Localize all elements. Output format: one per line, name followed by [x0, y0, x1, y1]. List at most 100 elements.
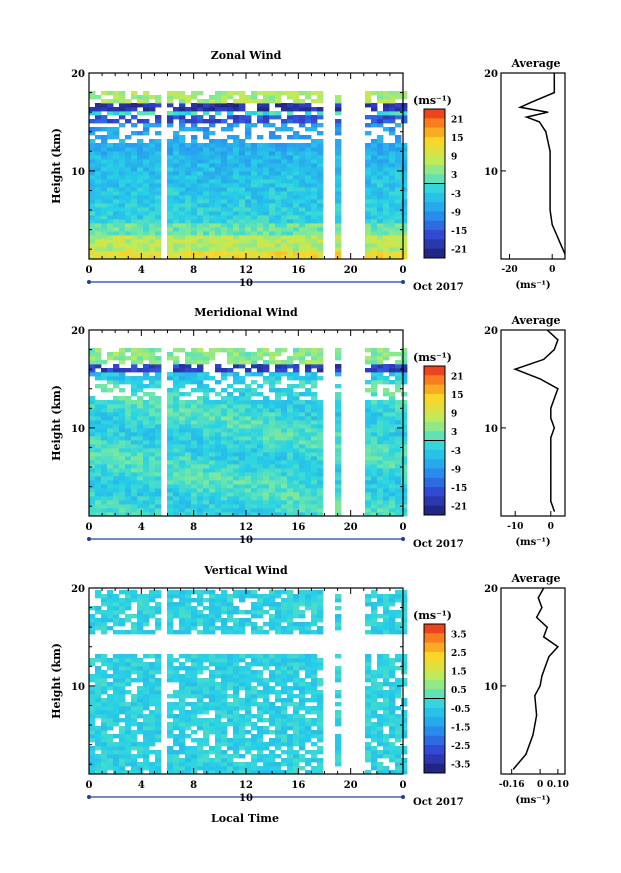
heatmap-cell — [287, 630, 294, 635]
heatmap-cell — [203, 742, 210, 747]
heatmap-cell — [251, 662, 258, 667]
heatmap-cell — [131, 432, 138, 437]
heatmap-cell — [269, 416, 276, 421]
heatmap-cell — [383, 199, 390, 204]
heatmap-cell — [113, 598, 120, 603]
heatmap-cell — [125, 480, 132, 485]
heatmap-cell — [167, 626, 174, 631]
heatmap-cell — [269, 690, 276, 695]
heatmap-cell — [269, 476, 276, 481]
profile-point — [553, 348, 555, 351]
heatmap-cell — [227, 468, 234, 473]
heatmap-cell — [137, 111, 144, 116]
heatmap-cell — [401, 211, 408, 216]
heatmap-cell — [275, 396, 282, 401]
heatmap-cell — [371, 456, 378, 461]
heatmap-cell — [203, 472, 210, 477]
heatmap-cell — [209, 255, 216, 260]
heatmap-cell — [305, 352, 312, 357]
heatmap-cell — [113, 682, 120, 687]
heatmap-cell — [257, 460, 264, 465]
heatmap-cell — [143, 356, 150, 361]
heatmap-cell — [149, 412, 156, 417]
heatmap-cell — [131, 352, 138, 357]
heatmap-cell — [269, 155, 276, 160]
heatmap-cell — [191, 480, 198, 485]
heatmap-cell — [185, 99, 192, 104]
heatmap-cell — [131, 420, 138, 425]
heatmap-cell — [311, 127, 318, 132]
heatmap-cell — [221, 758, 228, 763]
heatmap-cell — [89, 448, 96, 453]
heatmap-cell — [299, 746, 306, 751]
heatmap-cell — [251, 428, 258, 433]
heatmap-cell — [233, 211, 240, 216]
heatmap-cell — [113, 670, 120, 675]
heatmap-cell — [251, 614, 258, 619]
heatmap-cell — [203, 356, 210, 361]
heatmap-cell — [371, 235, 378, 240]
heatmap-cell — [299, 119, 306, 124]
heatmap-cell — [197, 488, 204, 493]
heatmap-cell — [185, 484, 192, 489]
heatmap-cell — [185, 750, 192, 755]
heatmap-cell — [149, 147, 156, 152]
heatmap-cell — [281, 456, 288, 461]
heatmap-cell — [305, 119, 312, 124]
heatmap-cell — [317, 251, 324, 256]
heatmap-cell — [125, 147, 132, 152]
heatmap-cell — [203, 191, 210, 196]
heatmap-cell — [215, 674, 222, 679]
heatmap-cell — [251, 726, 258, 731]
heatmap-cell — [137, 155, 144, 160]
heatmap-cell — [305, 428, 312, 433]
heatmap-cell — [143, 610, 150, 615]
heatmap-cell — [101, 239, 108, 244]
heatmap-cell — [287, 738, 294, 743]
heatmap-cell — [263, 472, 270, 477]
heatmap-cell — [263, 480, 270, 485]
heatmap-cell — [173, 444, 180, 449]
heatmap-cell — [119, 670, 126, 675]
heatmap-cell — [251, 251, 258, 256]
heatmap-cell — [107, 480, 114, 485]
heatmap-cell — [191, 488, 198, 493]
heatmap-cell — [281, 127, 288, 132]
heatmap-cell — [155, 762, 162, 767]
heatmap-cell — [275, 630, 282, 635]
heatmap-cell — [179, 674, 186, 679]
heatmap-cell — [275, 614, 282, 619]
heatmap-cell — [227, 151, 234, 156]
heatmap-cell — [197, 183, 204, 188]
heatmap-cell — [311, 452, 318, 457]
heatmap-cell — [197, 746, 204, 751]
heatmap-cell — [101, 115, 108, 120]
heatmap-cell — [257, 356, 264, 361]
heatmap-cell — [293, 199, 300, 204]
heatmap-cell — [311, 730, 318, 735]
heatmap-cell — [185, 504, 192, 509]
heatmap-cell — [119, 143, 126, 148]
heatmap-cell — [365, 179, 372, 184]
heatmap-cell — [305, 364, 312, 369]
heatmap-cell — [377, 151, 384, 156]
heatmap-cell — [365, 219, 372, 224]
heatmap-cell — [335, 372, 342, 377]
heatmap-cell — [281, 219, 288, 224]
heatmap-cell — [113, 167, 120, 172]
heatmap-cell — [371, 247, 378, 252]
heatmap-cell — [221, 754, 228, 759]
heatmap-cell — [269, 356, 276, 361]
heatmap-cell — [209, 602, 216, 607]
heatmap-cell — [179, 750, 186, 755]
heatmap-cell — [209, 416, 216, 421]
heatmap-cell — [305, 718, 312, 723]
heatmap-cell — [209, 730, 216, 735]
heatmap-cell — [293, 183, 300, 188]
heatmap-cell — [275, 622, 282, 627]
heatmap-cell — [209, 686, 216, 691]
heatmap-cell — [149, 348, 156, 353]
heatmap-title: Zonal Wind — [211, 49, 282, 62]
heatmap-cell — [185, 251, 192, 256]
heatmap-cell — [269, 440, 276, 445]
